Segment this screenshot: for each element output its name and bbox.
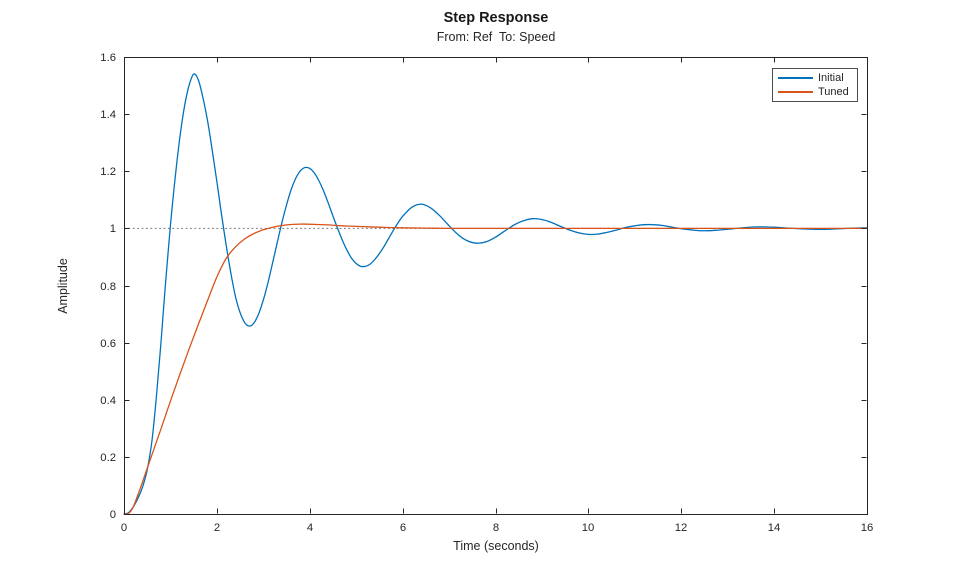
x-tick-label: 16	[861, 522, 874, 534]
legend-label-initial: Initial	[818, 72, 844, 84]
y-tick-label: 1.6	[100, 52, 116, 64]
y-tick-label: 0	[110, 509, 116, 521]
x-tick-label: 10	[582, 522, 595, 534]
x-tick-label: 4	[307, 522, 313, 534]
series-curve-tuned[interactable]	[123, 223, 868, 515]
y-tick-label: 1	[110, 223, 116, 235]
legend[interactable]: Initial Tuned	[772, 68, 858, 102]
legend-line-sample-tuned	[778, 91, 813, 93]
x-tick-label: 0	[121, 522, 127, 534]
legend-item-tuned[interactable]: Tuned	[773, 85, 857, 99]
y-tick-label: 0.8	[100, 281, 116, 293]
x-axis-label: Time (seconds)	[453, 539, 539, 553]
legend-item-initial[interactable]: Initial	[773, 71, 857, 85]
y-tick-label: 0.4	[100, 395, 116, 407]
y-axis-label: Amplitude	[56, 258, 70, 314]
x-tick-label: 2	[214, 522, 220, 534]
axes-box	[124, 57, 868, 515]
x-tick-label: 12	[675, 522, 688, 534]
legend-label-tuned: Tuned	[818, 86, 849, 98]
x-tick-label: 6	[400, 522, 406, 534]
legend-line-sample-initial	[778, 77, 813, 79]
y-tick-label: 1.2	[100, 166, 116, 178]
x-tick-label: 14	[768, 522, 781, 534]
x-tick-label: 8	[493, 522, 499, 534]
chart-subtitle: From: Ref To: Speed	[436, 30, 556, 44]
chart-title: Step Response	[443, 10, 549, 26]
y-tick-label: 0.2	[100, 452, 116, 464]
y-tick-label: 0.6	[100, 338, 116, 350]
series-curve-initial[interactable]	[123, 73, 868, 515]
y-tick-label: 1.4	[100, 109, 116, 121]
